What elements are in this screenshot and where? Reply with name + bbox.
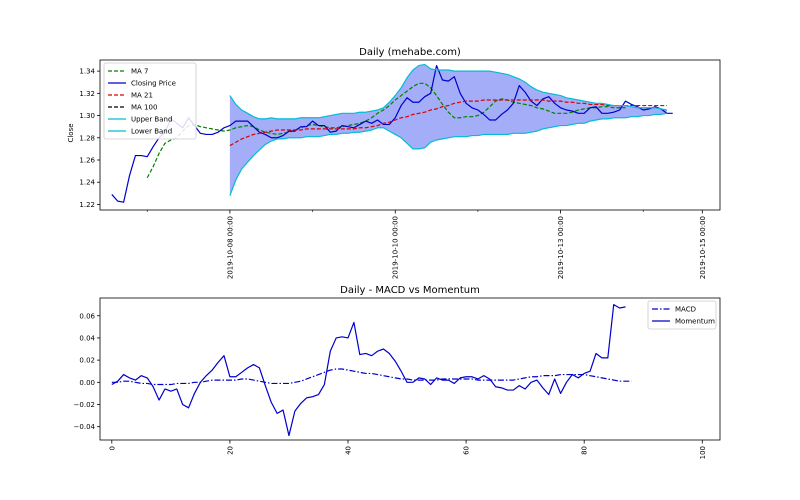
legend-box	[647, 300, 717, 330]
legend-label: Momentum	[675, 318, 715, 326]
x-tick-label: 2019-10-15 00:00	[699, 216, 707, 279]
y-tick-label: 0.02	[79, 357, 95, 365]
y-axis-label: Close	[67, 123, 75, 142]
legend-label: Upper Band	[131, 116, 172, 124]
y-tick-label: 1.26	[79, 157, 95, 165]
x-tick-label: 100	[699, 446, 707, 459]
series-line-ma-21	[229, 99, 667, 147]
chart-macd-momentum: Daily - MACD vs Momentum −0.04 −0.02 0.00 0…	[74, 285, 721, 459]
series-line-macd	[111, 368, 632, 386]
plot-area	[111, 63, 673, 203]
x-tick-label: 80	[581, 446, 589, 455]
axes: −0.04 −0.02 0.00 0.02 0.04 0.06 0 20 40 60 80 100	[74, 312, 707, 459]
legend: MACD Momentum	[647, 300, 717, 330]
x-tick-label: 2019-10-10 00:00	[392, 216, 400, 279]
plot-frame	[99, 297, 721, 441]
series-line-upper-band	[229, 63, 667, 120]
legend-label: MA 100	[131, 104, 157, 112]
chart-price: Daily (mehabe.com) Close 1.221.241.261.2…	[67, 47, 721, 279]
y-tick-label: 1.32	[79, 90, 95, 98]
y-tick-label: −0.04	[74, 423, 96, 431]
x-tick-label: 2019-10-08 00:00	[226, 216, 234, 279]
legend-label: MA 21	[131, 92, 153, 100]
band-fill	[229, 64, 667, 196]
y-tick-label: 0.04	[79, 334, 95, 342]
series-line-closing-price	[111, 64, 673, 203]
y-tick-label: 1.22	[79, 201, 95, 209]
x-tick-label: 40	[345, 446, 353, 455]
legend-label: Lower Band	[131, 128, 172, 136]
x-tick-label: 2019-10-13 00:00	[557, 216, 565, 279]
x-tick-label: 0	[108, 446, 116, 450]
plot-area	[111, 304, 632, 437]
y-tick-label: 1.24	[79, 179, 95, 187]
x-tick-label: 60	[463, 446, 471, 455]
plot-frame	[99, 59, 721, 211]
y-tick-label: 1.30	[79, 112, 95, 120]
series-line-momentum	[111, 304, 626, 437]
y-tick-label: 0.00	[79, 379, 95, 387]
legend-box	[103, 62, 197, 140]
series-line-lower-band	[229, 112, 667, 196]
series-line-ma-7	[146, 82, 626, 179]
legend-label: MA 7	[131, 68, 149, 76]
legend-label: MACD	[675, 306, 696, 314]
legend-label: Closing Price	[131, 80, 176, 88]
y-tick-label: −0.02	[74, 401, 95, 409]
legend: MA 7 Closing Price MA 21 MA 100 Upper Band Lo…	[103, 62, 197, 140]
chart-title: Daily - MACD vs Momentum	[340, 285, 480, 296]
y-tick-label: 0.06	[79, 312, 95, 320]
chart-title: Daily (mehabe.com)	[359, 47, 461, 58]
x-tick-label: 20	[226, 446, 234, 455]
y-tick-label: 1.34	[79, 68, 95, 76]
y-tick-label: 1.28	[79, 134, 95, 142]
axes: 1.22 1.24 1.26 1.28 1.30 1.32 1.34 2019-10-08 0…	[79, 68, 706, 279]
